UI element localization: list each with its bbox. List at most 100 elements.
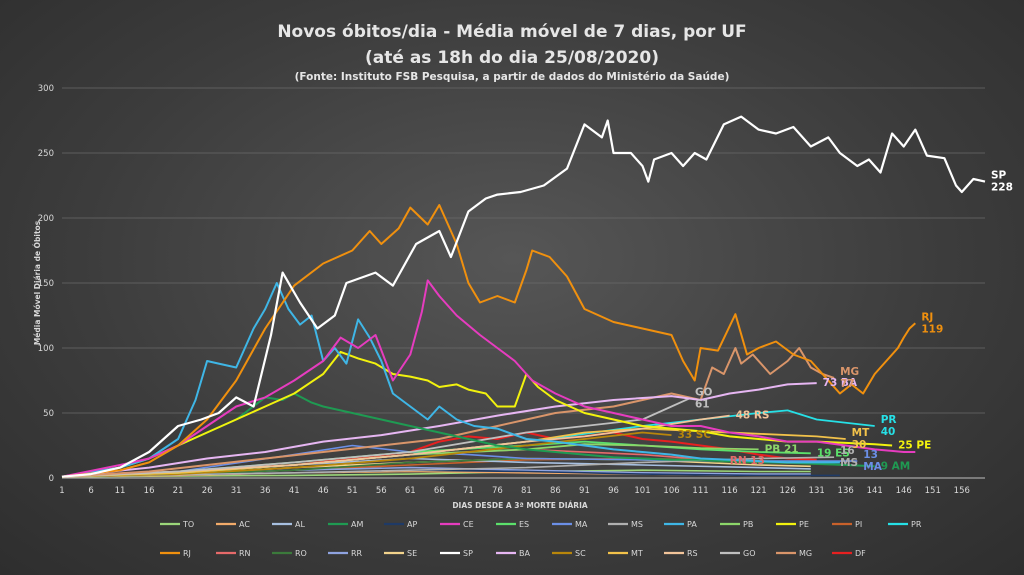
series-line-mg [61, 347, 835, 478]
x-tick-label: 131 [809, 486, 825, 496]
x-tick-label: 96 [608, 486, 619, 496]
x-tick-label: 46 [318, 486, 329, 496]
x-tick-label: 126 [780, 486, 796, 496]
end-label-mg: MG 77 [840, 366, 859, 390]
end-label-sp: SP 228 [991, 170, 1013, 194]
x-tick-label: 66 [434, 486, 445, 496]
chart-title: Novos óbitos/dia - Média móvel de 7 dias… [277, 22, 747, 42]
y-tick-label: 200 [38, 214, 54, 224]
x-tick-label: 41 [289, 486, 300, 496]
end-label-pr: PR 40 [881, 414, 897, 438]
x-tick-label: 56 [376, 486, 387, 496]
legend-label-go: GO [743, 549, 756, 558]
y-tick-label: 50 [43, 409, 54, 419]
y-axis-label: Média Móvel Diária de Óbitos [33, 220, 42, 345]
legend: TO AC AL AM AP CE ES MA MS PA PB PE PI PR RJ RN RO RR SE SP… [160, 520, 922, 558]
x-tick-label: 151 [925, 486, 941, 496]
x-tick-label: 6 [88, 486, 93, 496]
end-label-ba: 73 BA [823, 377, 858, 389]
x-tick-label: 1 [59, 486, 64, 496]
series-line-pe [61, 350, 893, 478]
legend-label-pr: PR [911, 520, 922, 529]
y-tick-label: 300 [38, 84, 54, 94]
end-label-ma: 13 MA [863, 449, 882, 473]
x-tick-label: 31 [231, 486, 242, 496]
end-label-go: GO 61 [695, 387, 713, 411]
x-tick-label: 91 [579, 486, 590, 496]
end-label-sc: 33 SC [678, 429, 712, 441]
y-axis-ticks: 0 50 100 150 200 250 300 [38, 84, 54, 484]
legend-label-ms: MS [631, 520, 643, 529]
y-tick-label: 100 [38, 344, 54, 354]
x-tick-label: 141 [867, 486, 883, 496]
x-tick-label: 146 [896, 486, 912, 496]
series-line-ce [61, 279, 916, 478]
legend-label-to: TO [182, 520, 194, 529]
legend-label-es: ES [519, 520, 529, 529]
legend-label-sp: SP [463, 549, 473, 558]
series-lines [61, 115, 986, 478]
series-line-ba [61, 382, 817, 478]
x-axis-label: DIAS DESDE A 3ª MORTE DIÁRIA [452, 501, 588, 510]
end-label-es: 19 ES [817, 447, 850, 459]
series-line-sp [61, 115, 986, 478]
legend-label-rn: RN [239, 549, 251, 558]
y-tick-label: 250 [38, 149, 54, 159]
legend-label-mt: MT [631, 549, 643, 558]
legend-label-rr: RR [351, 549, 363, 558]
legend-label-ba: BA [519, 549, 530, 558]
chart-source: (Fonte: Instituto FSB Pesquisa, a partir… [294, 71, 730, 83]
legend-label-mg: MG [799, 549, 812, 558]
x-tick-label: 121 [750, 486, 766, 496]
series-line-go [61, 397, 690, 478]
x-tick-label: 51 [347, 486, 358, 496]
x-tick-label: 111 [692, 486, 708, 496]
legend-label-ro: RO [295, 549, 307, 558]
end-label-rj: RJ 119 [921, 311, 943, 335]
x-tick-label: 36 [260, 486, 271, 496]
x-tick-label: 76 [492, 486, 503, 496]
series-line-ms [61, 456, 835, 478]
end-label-rn: RN 13 [730, 455, 765, 467]
end-label-rs: 48 RS [736, 410, 770, 422]
end-label-pb: PB 21 [765, 443, 799, 455]
x-tick-label: 11 [115, 486, 126, 496]
x-tick-label: 116 [721, 486, 737, 496]
x-tick-label: 81 [521, 486, 532, 496]
legend-label-pb: PB [743, 520, 753, 529]
end-label-mt: MT 30 [852, 427, 870, 451]
legend-label-al: AL [295, 520, 305, 529]
x-tick-label: 71 [463, 486, 474, 496]
x-tick-label: 106 [663, 486, 679, 496]
x-tick-label: 26 [202, 486, 213, 496]
x-tick-label: 16 [144, 486, 155, 496]
end-label-ms: 16 MS [840, 445, 858, 469]
chart-subtitle: (até as 18h do dia 25/08/2020) [365, 48, 659, 68]
legend-label-rj: RJ [183, 549, 191, 558]
y-tick-label: 0 [49, 474, 54, 484]
x-tick-label: 86 [550, 486, 561, 496]
legend-label-pe: PE [799, 520, 809, 529]
x-tick-label: 61 [405, 486, 416, 496]
legend-label-pi: PI [855, 520, 862, 529]
legend-label-rs: RS [687, 549, 698, 558]
x-tick-label: 21 [173, 486, 184, 496]
end-label-pe: 25 PE [898, 440, 931, 452]
x-axis-ticks: 1 6 11 16 21 26 31 36 41 46 51 56 61 66 71 76 81 86 91 96 10… [59, 486, 970, 496]
legend-label-ma: MA [575, 520, 588, 529]
series-line-sc [61, 431, 672, 478]
legend-label-am: AM [351, 520, 363, 529]
legend-label-ap: AP [407, 520, 417, 529]
series-line-rj [61, 204, 916, 478]
x-tick-label: 136 [838, 486, 854, 496]
legend-label-df: DF [855, 549, 866, 558]
legend-label-sc: SC [575, 549, 586, 558]
x-tick-label: 156 [954, 486, 970, 496]
legend-label-pa: PA [687, 520, 697, 529]
end-label-am: 9 AM [881, 460, 911, 472]
y-tick-label: 150 [38, 279, 54, 289]
x-tick-label: 101 [634, 486, 650, 496]
series-line-pa [61, 282, 840, 478]
